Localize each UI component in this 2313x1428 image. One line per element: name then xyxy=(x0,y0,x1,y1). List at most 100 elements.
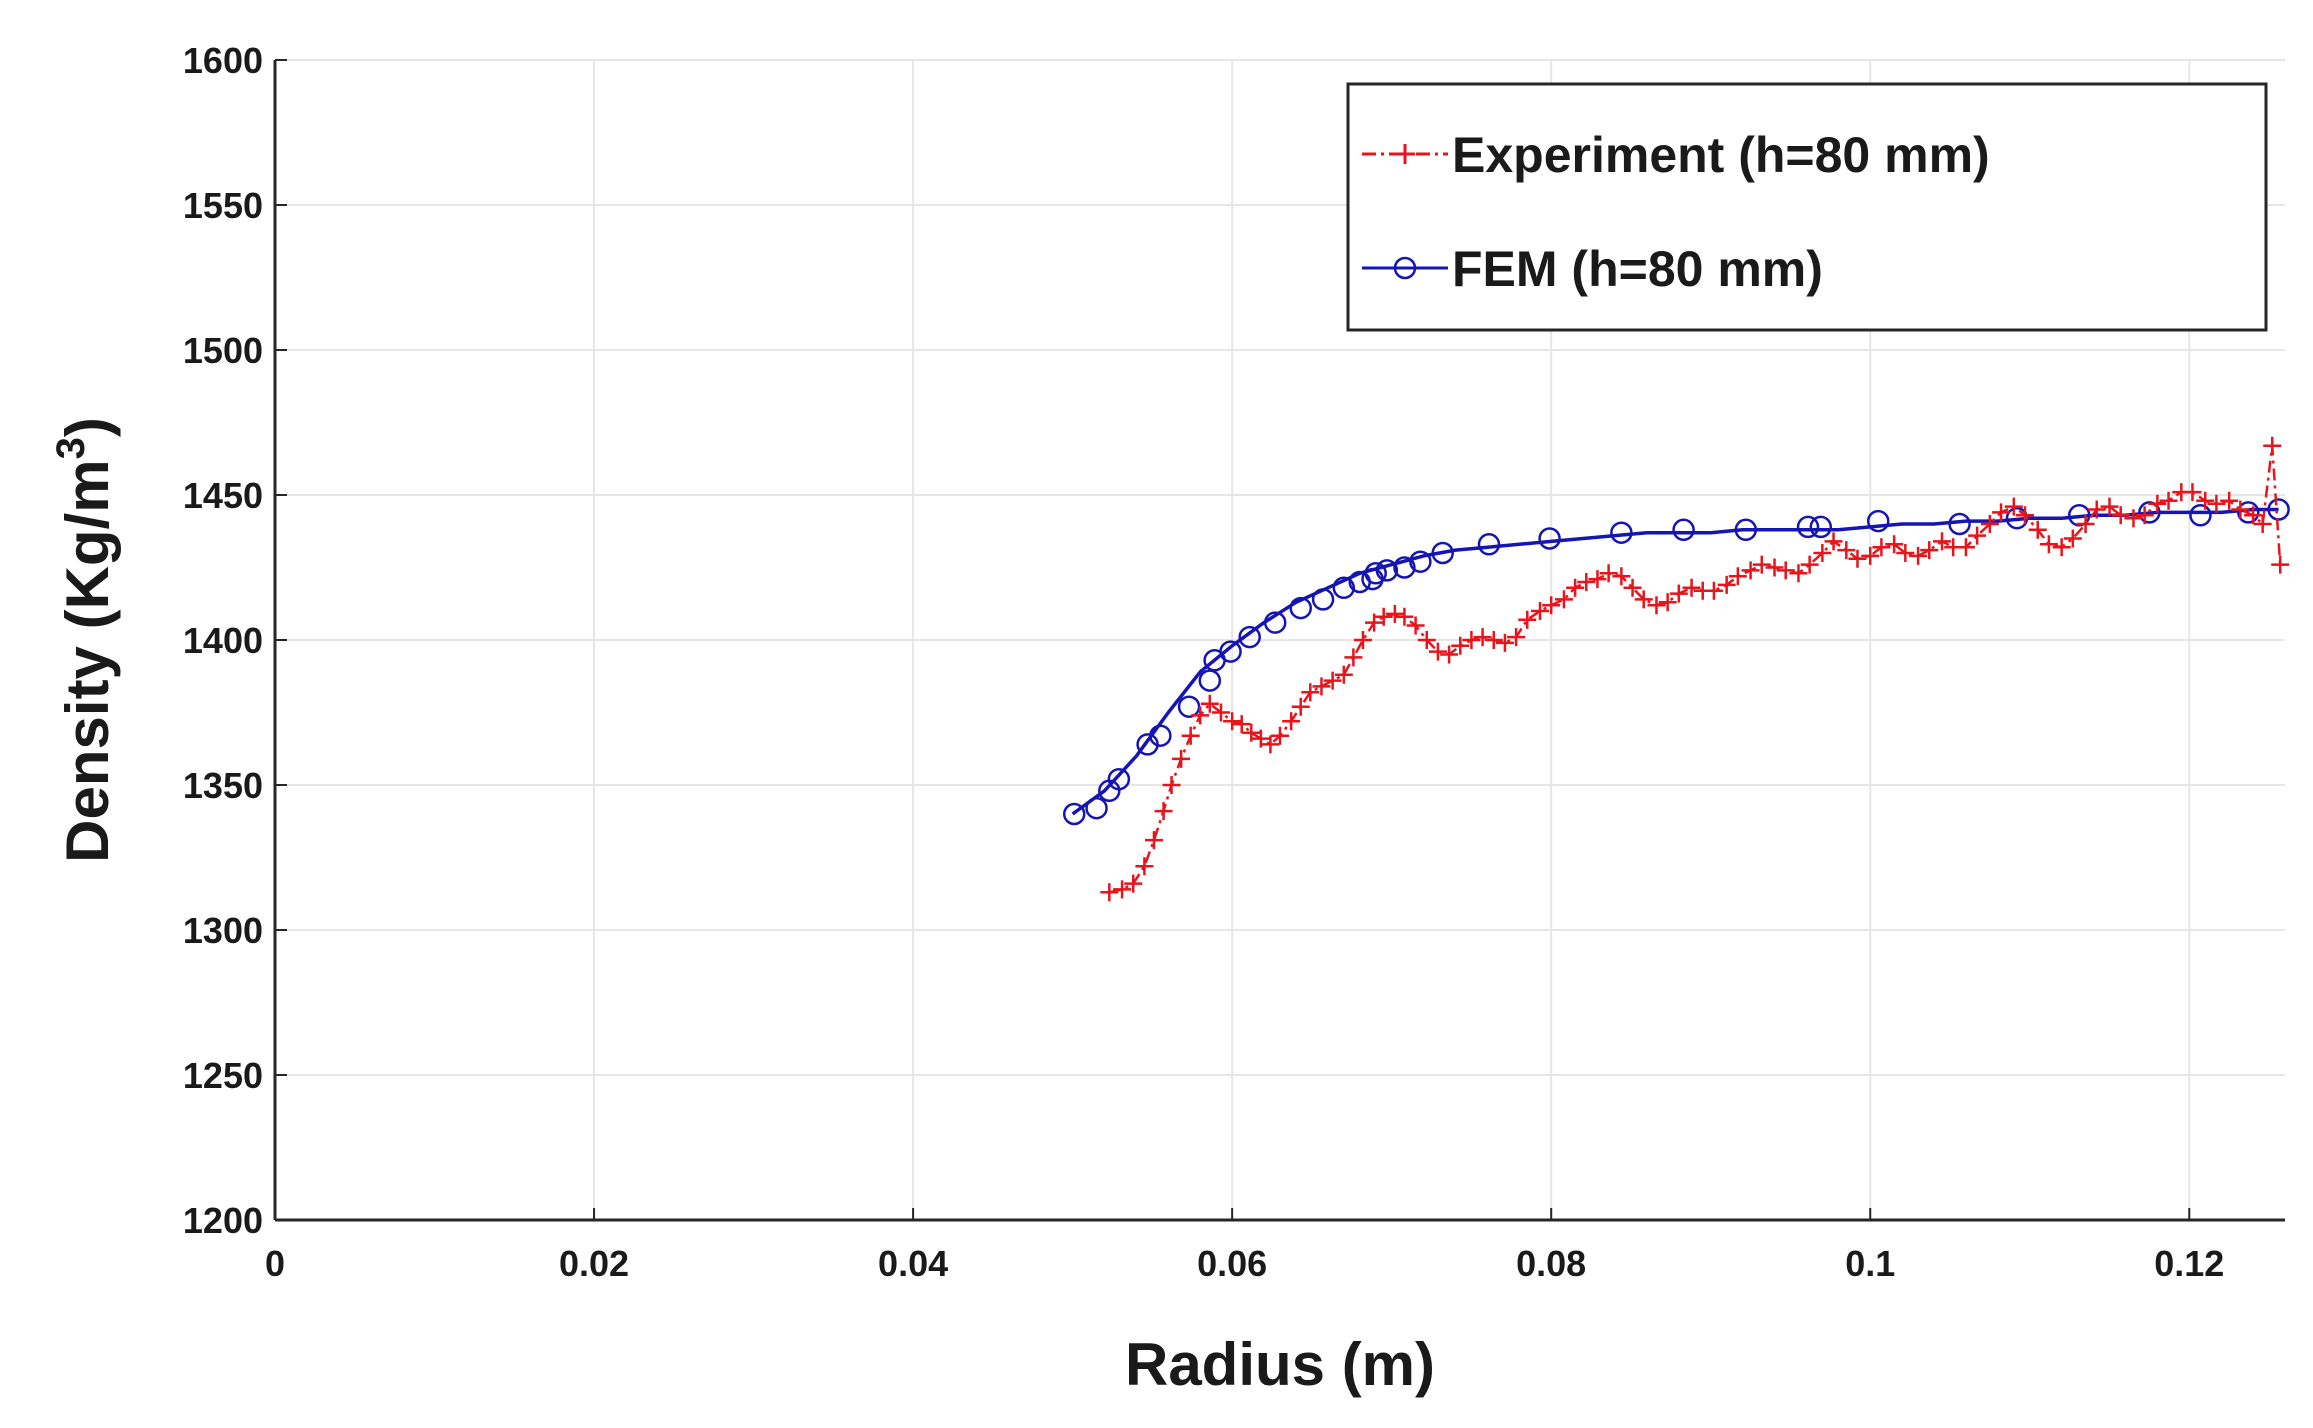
fem-point xyxy=(1538,527,1561,550)
fem-point xyxy=(1866,509,1890,533)
experiment-point xyxy=(1933,532,1952,551)
experiment-point xyxy=(1647,596,1666,615)
fem-point xyxy=(2138,501,2161,524)
experiment-point xyxy=(2220,491,2239,510)
experiment-point xyxy=(1980,515,1999,533)
experiment-point xyxy=(1872,538,1891,557)
fem-point xyxy=(1198,669,1222,692)
experiment-point xyxy=(1531,602,1550,620)
experiment-point xyxy=(1704,581,1723,600)
experiment-point xyxy=(1200,694,1219,713)
experiment-point xyxy=(1312,677,1331,696)
experiment-point xyxy=(1135,857,1154,876)
experiment-point xyxy=(1172,749,1191,768)
experiment-point xyxy=(1374,607,1393,626)
experiment-point xyxy=(1291,697,1310,716)
fem-point xyxy=(2237,501,2260,524)
experiment-series-line xyxy=(1109,445,2282,894)
experiment-point xyxy=(2183,483,2202,502)
experiment-point xyxy=(1451,636,1470,655)
experiment-point xyxy=(1554,590,1573,609)
experiment-point xyxy=(1261,735,1280,754)
experiment-point xyxy=(1301,683,1320,702)
experiment-point xyxy=(1162,776,1181,794)
experiment-point xyxy=(1181,726,1200,745)
experiment-point xyxy=(1353,631,1372,649)
experiment-point xyxy=(1323,671,1342,690)
experiment-point xyxy=(1909,546,1928,565)
experiment-point xyxy=(2028,520,2047,539)
experiment-point xyxy=(1920,541,1939,560)
fem-point xyxy=(1734,518,1758,542)
experiment-point xyxy=(1741,561,1760,580)
fem-point xyxy=(1289,596,1312,620)
experiment-point xyxy=(1251,729,1270,748)
fem-point xyxy=(1149,724,1172,747)
legend-experiment-label: Experiment (h=80 mm) xyxy=(1452,127,1990,183)
y-tick-label: 1350 xyxy=(183,765,263,806)
experiment-point xyxy=(1634,590,1653,609)
fem-point xyxy=(1477,533,1501,556)
y-axis-title-close: ) xyxy=(54,417,121,437)
y-tick-label: 1550 xyxy=(183,185,263,226)
y-axis-title-superscript: 3 xyxy=(49,437,93,459)
experiment-point xyxy=(1271,726,1289,745)
experiment-point xyxy=(1658,593,1677,612)
fem-point xyxy=(1364,562,1387,585)
x-tick-label: 0.06 xyxy=(1197,1243,1267,1284)
experiment-point xyxy=(1365,613,1384,632)
experiment-point xyxy=(2159,491,2178,510)
y-axis-title: Density (Kg/m3) xyxy=(49,417,121,863)
fem-point xyxy=(1311,588,1335,611)
x-tick-label: 0.12 xyxy=(2154,1243,2224,1284)
experiment-point xyxy=(1577,573,1596,591)
experiment-point xyxy=(1776,561,1795,580)
experiment-point xyxy=(1599,564,1618,583)
experiment-point xyxy=(1282,712,1301,731)
experiment-point xyxy=(1682,578,1701,597)
fem-point xyxy=(1431,541,1454,565)
y-tick-label: 1400 xyxy=(183,620,263,661)
experiment-point xyxy=(2271,555,2290,574)
legend-fem-label: FEM (h=80 mm) xyxy=(1452,241,1823,297)
legend-fem-marker xyxy=(1393,256,1417,280)
series xyxy=(1062,436,2290,902)
experiment-point xyxy=(1440,645,1459,664)
experiment-point xyxy=(2124,509,2143,528)
legend-entry-fem: FEM (h=80 mm) xyxy=(1362,241,1823,297)
fem-point xyxy=(2267,498,2290,521)
experiment-point xyxy=(2135,506,2154,525)
experiment-point xyxy=(1956,538,1975,557)
y-tick-label: 1600 xyxy=(183,40,263,81)
experiment-point xyxy=(2076,515,2095,533)
experiment-point xyxy=(1896,544,1915,562)
fem-point xyxy=(1409,550,1432,573)
experiment-point xyxy=(2015,506,2034,525)
experiment-point xyxy=(1752,555,1771,574)
fem-point xyxy=(1948,512,1971,536)
y-axis-title-main: Density (Kg/m xyxy=(54,459,121,862)
experiment-point xyxy=(1113,880,1132,899)
y-tick-label: 1450 xyxy=(183,475,263,516)
experiment-point xyxy=(2148,494,2167,513)
y-ticks: 1200 1250 1300 1350 1400 1450 1500 1550 1600 xyxy=(183,40,287,1241)
experiment-point xyxy=(2052,538,2071,557)
y-tick-label: 1300 xyxy=(183,910,263,951)
experiment-point xyxy=(1242,723,1261,742)
x-tick-label: 0.1 xyxy=(1845,1243,1895,1284)
fem-series-line xyxy=(1071,507,2279,816)
legend-experiment-marker xyxy=(1395,144,1415,164)
fem-point xyxy=(1672,518,1695,542)
experiment-point xyxy=(1191,706,1210,725)
fem-point xyxy=(1610,521,1633,544)
x-tick-label: 0 xyxy=(265,1243,285,1284)
experiment-point xyxy=(1428,642,1447,661)
experiment-point xyxy=(2253,515,2272,533)
x-tick-label: 0.02 xyxy=(559,1243,629,1284)
experiment-point xyxy=(2111,506,2130,525)
experiment-point xyxy=(1623,578,1642,597)
experiment-point xyxy=(1968,526,1987,545)
experiment-point xyxy=(1334,665,1353,684)
experiment-point xyxy=(1728,567,1747,586)
experiment-point xyxy=(1800,555,1819,574)
